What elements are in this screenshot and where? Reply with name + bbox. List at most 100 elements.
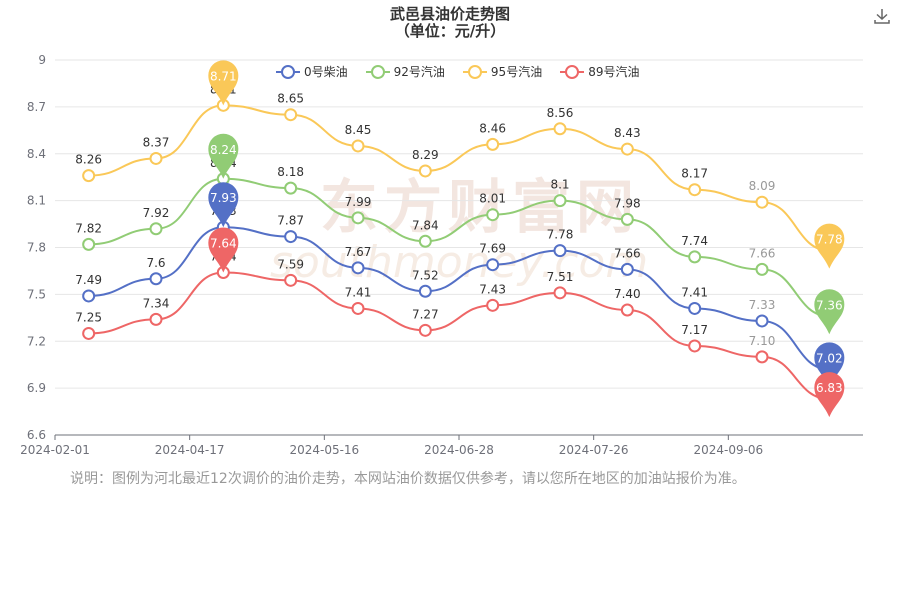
legend-item-gas92[interactable]: 92号汽油 [365, 63, 445, 80]
data-label-gas92: 7.99 [345, 195, 372, 209]
last-marker-gas89: 6.83 [814, 372, 845, 418]
y-tick-label: 8.1 [27, 194, 46, 208]
y-tick-label: 8.7 [27, 100, 46, 114]
marker-pin-label: 8.71 [210, 69, 237, 83]
data-label-gas92: 8.1 [550, 178, 569, 192]
legend-swatch-diesel0 [276, 64, 300, 79]
data-point-gas89 [553, 286, 567, 300]
data-point-gas95 [755, 195, 769, 209]
data-label-gas89: 7.25 [75, 310, 102, 324]
y-tick-label: 6.6 [27, 428, 46, 442]
data-label-gas95: 8.45 [345, 123, 372, 137]
data-point-diesel0 [553, 244, 567, 258]
data-label-gas95: 8.17 [681, 167, 708, 181]
data-point-gas92 [688, 250, 702, 264]
max-marker-gas89: 7.64 [208, 227, 239, 273]
data-label-gas95: 8.46 [479, 121, 506, 135]
chart-note: 说明：图例为河北最近12次调价的油价走势，本网站油价数据仅供参考，请以您所在地区… [70, 471, 746, 487]
x-tick-label: 2024-04-17 [155, 443, 225, 457]
data-point-gas95 [620, 142, 634, 156]
data-label-gas92: 7.98 [614, 196, 641, 210]
data-label-gas95: 8.09 [749, 179, 776, 193]
data-point-gas89 [486, 298, 500, 312]
data-point-diesel0 [688, 301, 702, 315]
data-label-diesel0: 7.67 [345, 245, 372, 259]
data-point-gas92 [82, 237, 96, 251]
marker-pin-label: 7.93 [210, 191, 237, 205]
data-label-gas95: 8.56 [547, 106, 574, 120]
data-point-diesel0 [82, 289, 96, 303]
data-point-gas89 [418, 323, 432, 337]
data-point-gas95 [149, 151, 163, 165]
data-label-gas92: 7.92 [143, 206, 170, 220]
data-label-gas89: 7.27 [412, 307, 439, 321]
last-marker-gas95: 7.78 [814, 223, 845, 269]
max-marker-gas95: 8.71 [208, 60, 239, 106]
data-point-diesel0 [620, 262, 634, 276]
data-point-gas89 [82, 326, 96, 340]
marker-pin-label: 7.02 [816, 351, 843, 365]
marker-pin [814, 289, 845, 335]
y-tick-label: 7.8 [27, 241, 46, 255]
y-tick-label: 8.4 [27, 147, 46, 161]
chart-legend: 0号柴油 92号汽油 95号汽油 89号汽油 [276, 63, 639, 80]
data-point-gas89 [149, 312, 163, 326]
data-point-gas89 [284, 273, 298, 287]
y-tick-label: 9 [38, 53, 46, 67]
data-label-diesel0: 7.52 [412, 268, 439, 282]
legend-item-diesel0[interactable]: 0号柴油 [276, 63, 348, 80]
data-label-gas95: 8.26 [75, 153, 102, 167]
data-label-diesel0: 7.6 [146, 256, 165, 270]
legend-swatch-gas95 [462, 64, 487, 79]
legend-swatch-gas92 [365, 64, 390, 79]
legend-item-gas95[interactable]: 95号汽油 [462, 63, 542, 80]
legend-label-gas89: 89号汽油 [588, 65, 640, 79]
data-point-gas95 [284, 108, 298, 122]
data-point-gas92 [351, 211, 365, 225]
download-icon[interactable] [872, 6, 892, 26]
data-label-gas89: 7.41 [345, 285, 372, 299]
data-label-diesel0: 7.33 [749, 298, 776, 312]
marker-pin [208, 133, 239, 179]
chart-title-main: 武邑县油价走势图 [389, 5, 510, 23]
y-tick-label: 7.2 [27, 334, 46, 348]
marker-pin [814, 372, 845, 418]
data-point-diesel0 [284, 230, 298, 244]
data-point-gas89 [620, 303, 634, 317]
data-point-gas92 [486, 208, 500, 222]
legend-item-gas89[interactable]: 89号汽油 [560, 63, 639, 80]
data-label-diesel0: 7.78 [547, 228, 574, 242]
chart-title-unit: （单位：元/升） [394, 22, 506, 40]
marker-pin [208, 182, 239, 228]
data-point-diesel0 [351, 261, 365, 275]
data-label-gas92: 7.74 [681, 234, 708, 248]
data-label-gas89: 7.40 [614, 287, 641, 301]
marker-pin-label: 6.83 [816, 381, 843, 395]
data-label-gas95: 8.43 [614, 126, 641, 140]
x-tick-label: 2024-02-01 [20, 443, 90, 457]
legend-swatch-gas89 [560, 64, 585, 79]
max-marker-gas92: 8.24 [208, 133, 239, 179]
data-point-gas95 [351, 139, 365, 153]
data-point-gas89 [755, 350, 769, 364]
data-point-gas92 [149, 222, 163, 236]
data-label-gas89: 7.34 [143, 296, 170, 310]
data-point-gas95 [418, 164, 432, 178]
data-label-diesel0: 7.69 [479, 242, 506, 256]
data-point-gas92 [755, 262, 769, 276]
x-tick-label: 2024-09-06 [693, 443, 763, 457]
marker-pin [208, 60, 239, 106]
data-point-gas92 [284, 181, 298, 195]
data-point-diesel0 [149, 272, 163, 286]
y-tick-label: 6.9 [27, 381, 46, 395]
data-label-gas89: 7.17 [681, 323, 708, 337]
x-tick-label: 2024-07-26 [559, 443, 629, 457]
series-line-diesel0 [88, 226, 830, 371]
data-label-gas95: 8.29 [412, 148, 439, 162]
chart-title: 武邑县油价走势图 （单位：元/升） [0, 6, 900, 40]
marker-pin [208, 227, 239, 273]
data-label-gas89: 7.59 [277, 257, 304, 271]
data-point-gas95 [553, 122, 567, 136]
data-point-gas92 [620, 212, 634, 226]
